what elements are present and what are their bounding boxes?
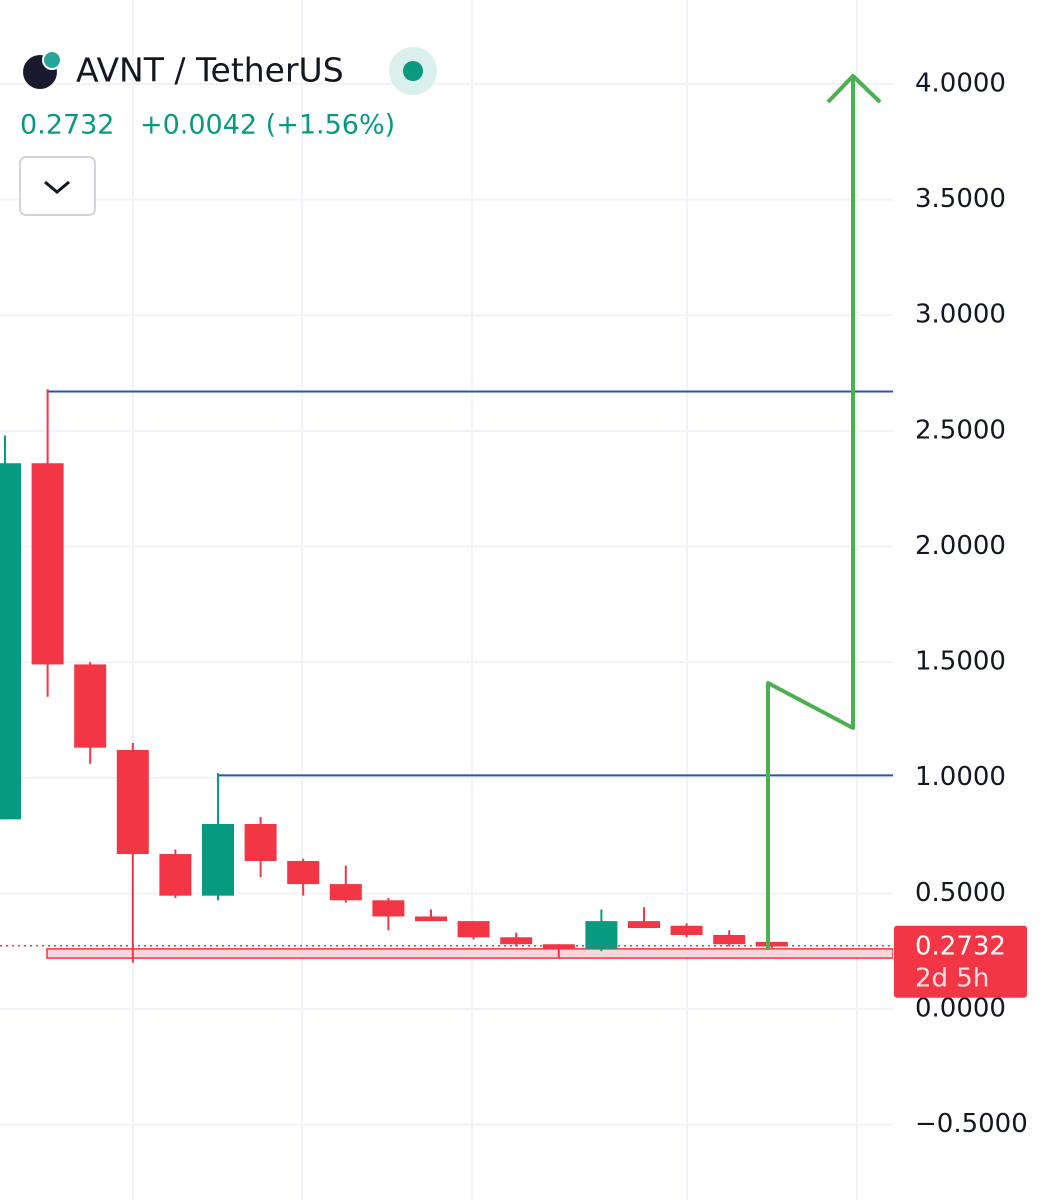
status-dot <box>403 61 423 81</box>
candle-body <box>755 941 788 947</box>
collapse-button[interactable] <box>19 156 96 216</box>
vertical-grid <box>132 0 858 1200</box>
candle-body <box>500 937 533 945</box>
candle-body <box>116 749 149 855</box>
price-tag <box>894 925 1027 998</box>
y-tick-label: 1.5000 <box>915 647 1006 677</box>
header-change: +0.0042 (+1.56%) <box>140 110 395 141</box>
price-tag-countdown: 2d 5h <box>915 963 989 993</box>
candle-body <box>202 823 234 896</box>
header: AVNT / TetherUS 0.2732 +0.0042 (+1.56%) <box>19 47 437 216</box>
y-tick-label: 0.0000 <box>915 993 1006 1023</box>
candle-body <box>372 900 405 917</box>
candle-body <box>244 823 277 861</box>
header-price: 0.2732 <box>20 110 114 141</box>
y-tick-label: 3.0000 <box>915 300 1006 330</box>
candle-body <box>713 934 746 945</box>
candle-body <box>287 860 320 885</box>
support-zone <box>46 948 893 959</box>
candle-body <box>31 463 64 665</box>
y-tick-label: 3.5000 <box>915 184 1006 214</box>
candle-body <box>329 884 362 901</box>
candle-body <box>670 925 703 935</box>
symbol-title: AVNT / TetherUS <box>76 51 344 90</box>
candle-body <box>159 854 192 896</box>
candle-body <box>74 664 107 748</box>
y-tick-label: 1.0000 <box>915 762 1006 792</box>
y-tick-label: 2.0000 <box>915 531 1006 561</box>
candle-body <box>628 921 660 929</box>
candle-body <box>0 463 21 820</box>
chevron-icon <box>44 180 70 194</box>
drawn-arrow <box>766 74 882 950</box>
y-tick-label: 2.5000 <box>915 415 1006 445</box>
candle-body <box>415 916 447 922</box>
candle-body <box>585 921 618 949</box>
y-tick-label: 0.5000 <box>915 878 1006 908</box>
candle-body <box>457 921 490 938</box>
price-tag-value: 0.2732 <box>915 931 1006 961</box>
logo-badge <box>42 50 62 70</box>
y-tick-label: 4.0000 <box>915 69 1006 99</box>
y-tick-label: −0.5000 <box>915 1109 1028 1139</box>
